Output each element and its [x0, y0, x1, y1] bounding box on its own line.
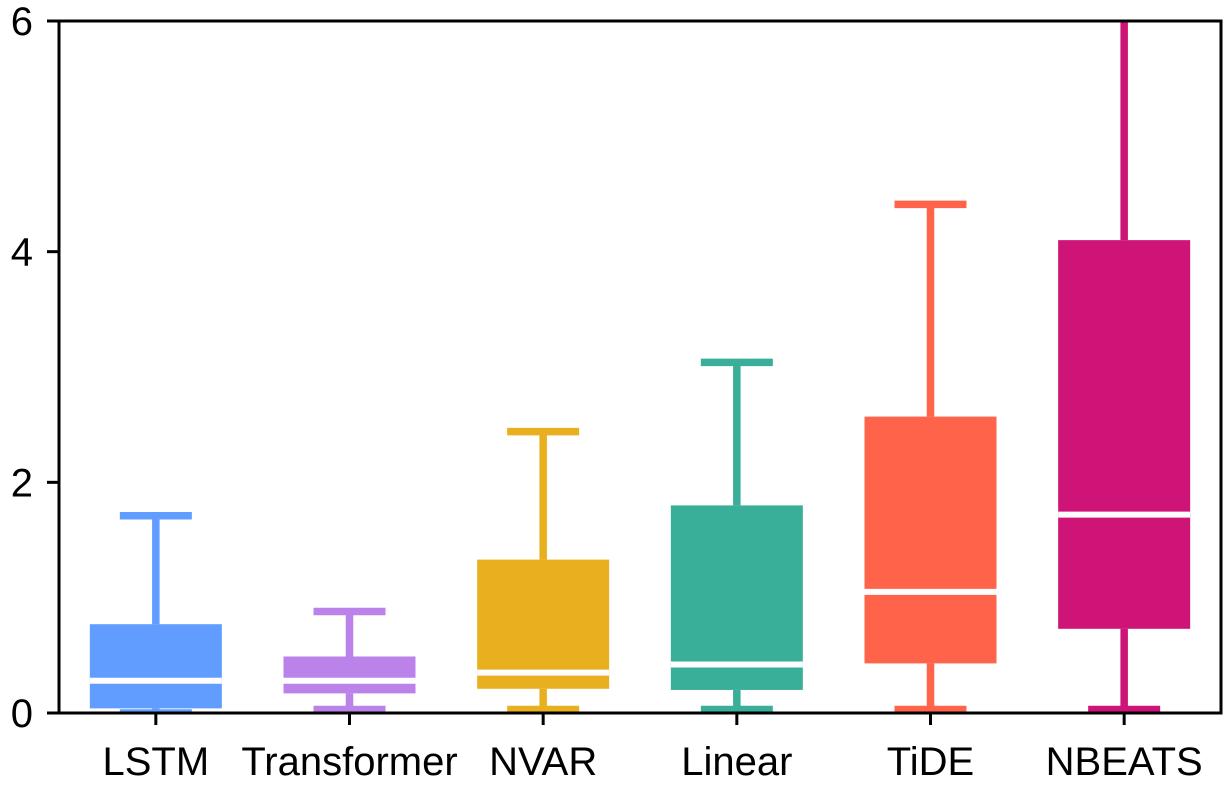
- x-tick-label-nvar: NVAR: [489, 740, 597, 784]
- box-tide: [864, 416, 997, 664]
- box-transformer: [283, 656, 416, 694]
- y-tick-label-2: 2: [11, 461, 33, 505]
- y-tick-label-0: 0: [11, 692, 33, 736]
- y-tick-label-6: 6: [11, 0, 33, 44]
- box-lstm: [89, 624, 222, 709]
- x-tick-label-tide: TiDE: [887, 740, 974, 784]
- box-nbeats: [1058, 240, 1191, 629]
- box-linear: [670, 505, 803, 690]
- box-nvar: [477, 559, 610, 689]
- axis-ticks: LSTM Transformer NVAR Linear TiDE NBEATS 0 2 4 6: [11, 0, 1203, 784]
- axes-frame: [57, 19, 1223, 715]
- x-tick-label-linear: Linear: [681, 740, 792, 784]
- y-tick-label-4: 4: [11, 231, 33, 275]
- x-tick-label-nbeats: NBEATS: [1046, 740, 1203, 784]
- x-tick-label-lstm: LSTM: [102, 740, 209, 784]
- x-tick-label-transformer: Transformer: [241, 740, 457, 784]
- plot-area: [89, 21, 1191, 713]
